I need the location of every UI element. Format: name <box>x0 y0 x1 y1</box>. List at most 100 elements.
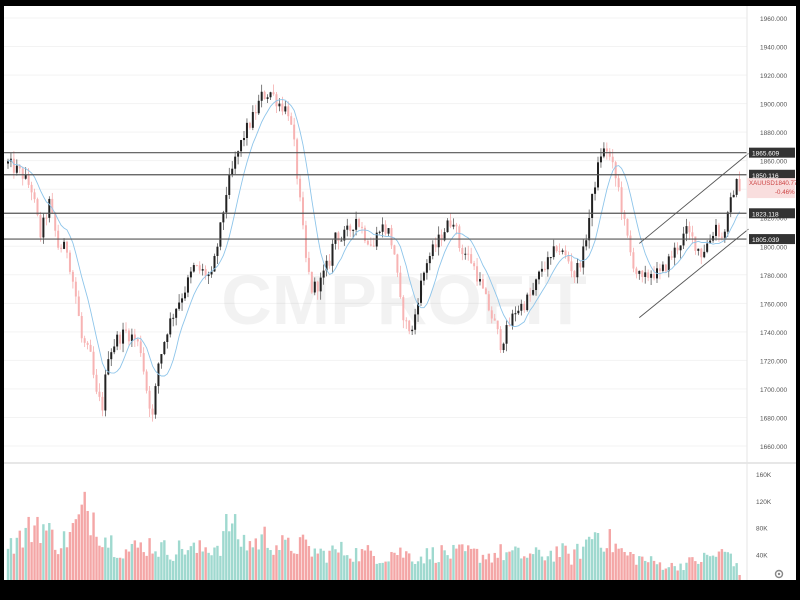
candle <box>251 105 254 131</box>
volume-bar <box>714 556 718 581</box>
volume-bar <box>357 561 361 581</box>
volume-bar <box>186 550 190 581</box>
candle <box>414 308 417 335</box>
candle <box>366 239 369 246</box>
candle <box>169 312 172 338</box>
candle <box>133 328 136 348</box>
volume-bar <box>605 548 609 581</box>
candle <box>148 386 151 417</box>
candle <box>189 267 192 284</box>
volume-bar <box>363 550 367 581</box>
volume-bar <box>204 547 207 581</box>
volume-bar <box>399 547 402 581</box>
candle <box>422 271 425 286</box>
volume-bar <box>295 553 299 581</box>
volume-bar <box>36 516 39 581</box>
candle <box>343 225 346 246</box>
candle <box>576 258 579 284</box>
settings-gear-icon[interactable] <box>774 569 784 579</box>
volume-bar <box>440 545 443 581</box>
volume-bar <box>169 559 172 581</box>
volume-bar <box>537 549 541 581</box>
volume-bar <box>254 538 257 581</box>
candle <box>532 282 535 297</box>
volume-bar <box>667 567 670 581</box>
volume-bar <box>419 556 423 581</box>
candle <box>712 231 715 243</box>
volume-tick-label: 120K <box>756 499 772 506</box>
candle <box>476 258 479 286</box>
candle <box>594 181 597 201</box>
candle <box>408 319 411 335</box>
volume-bar <box>685 562 688 581</box>
candle <box>452 218 455 230</box>
candle <box>101 392 104 417</box>
candle <box>263 90 266 100</box>
svg-text:1823.118: 1823.118 <box>752 211 779 218</box>
candle <box>567 251 570 264</box>
volume-bar <box>425 548 429 581</box>
volume-bar <box>528 553 532 581</box>
volume-bar <box>89 535 92 581</box>
volume-bar <box>142 552 145 581</box>
candle <box>658 263 661 280</box>
channel-upper <box>639 153 749 244</box>
price-tick-label: 1820.000 <box>760 216 787 223</box>
candle <box>688 221 691 240</box>
volume-bar <box>602 551 606 581</box>
candle <box>272 84 275 96</box>
candle <box>216 243 219 265</box>
candle <box>154 383 157 419</box>
volume-bar <box>735 563 738 581</box>
volume-bar <box>531 554 535 581</box>
candle <box>417 298 420 322</box>
volume-bar <box>590 539 594 581</box>
candle <box>558 243 561 256</box>
volume-bar <box>705 554 709 581</box>
volume-bar <box>673 566 676 581</box>
price-tick-label: 1740.000 <box>760 330 787 337</box>
volume-tick-label: 80K <box>756 526 768 533</box>
volume-tick-label: 40K <box>756 552 768 559</box>
volume-bar <box>236 539 240 581</box>
volume-bar <box>346 555 349 581</box>
volume-bar <box>723 551 727 581</box>
volume-bar <box>582 546 585 581</box>
volume-bar <box>555 546 558 581</box>
volume-bar <box>390 551 393 581</box>
volume-bar <box>366 545 370 581</box>
volume-bar <box>505 552 508 581</box>
volume-bar <box>596 532 600 581</box>
volume-bar <box>248 541 252 581</box>
candle <box>122 322 125 353</box>
volume-bar <box>623 552 626 581</box>
candle <box>160 353 163 369</box>
candle <box>570 253 573 278</box>
volume-bar <box>434 562 437 581</box>
volume-bar <box>646 562 650 581</box>
volume-bar <box>641 556 644 581</box>
volume-bar <box>316 553 319 581</box>
volume-bar <box>133 540 137 581</box>
level-label: 1823.118 <box>749 208 795 219</box>
volume-bar <box>177 540 181 581</box>
candle <box>107 351 110 376</box>
candle <box>496 320 499 335</box>
volume-bar <box>349 558 352 581</box>
candle <box>535 278 538 296</box>
volume-bar <box>27 516 30 581</box>
candle <box>130 328 133 348</box>
candle <box>673 242 676 266</box>
volume-bar <box>107 547 110 581</box>
volume-bar <box>570 564 573 581</box>
volume-bar <box>18 530 21 581</box>
candle <box>461 244 464 261</box>
volume-bar <box>564 545 567 581</box>
volume-bar <box>608 529 611 581</box>
volume-bar <box>269 550 272 581</box>
volume-bar <box>393 552 396 581</box>
volume-bar <box>71 523 75 581</box>
volume-bar <box>635 564 638 581</box>
candle <box>98 383 101 402</box>
volume-bar <box>481 554 485 581</box>
